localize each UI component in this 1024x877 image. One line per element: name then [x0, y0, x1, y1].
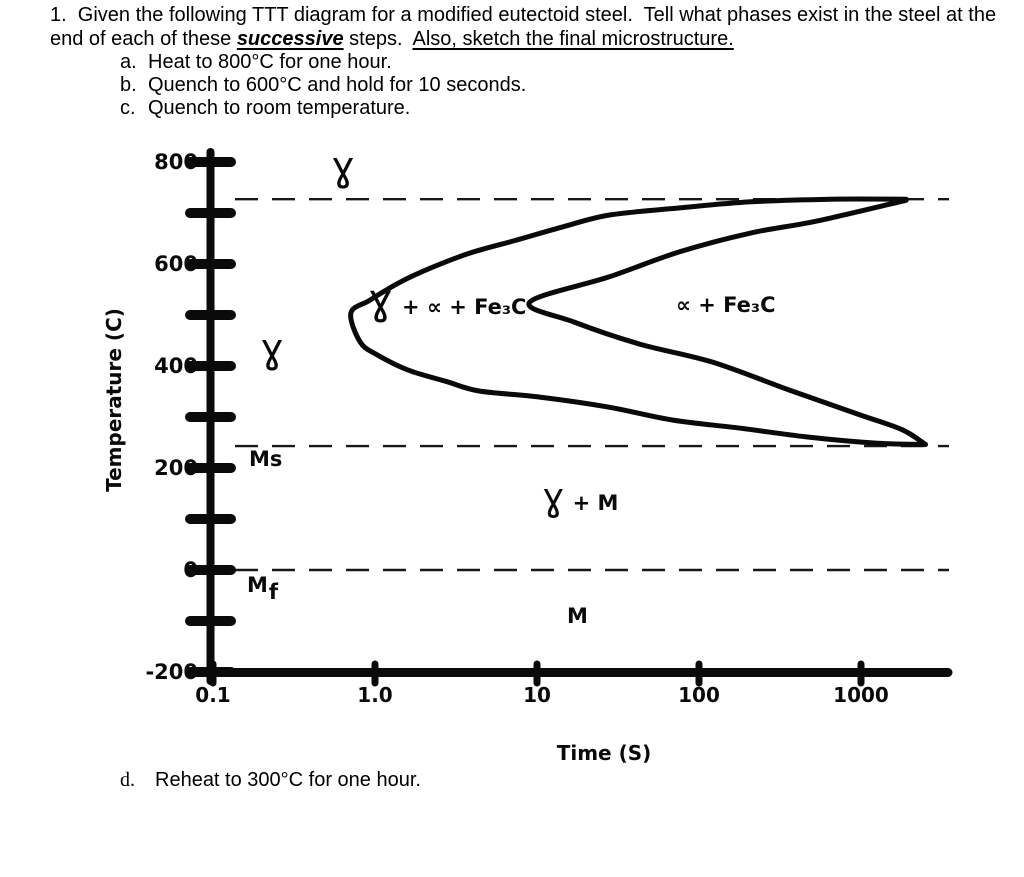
curve-transformation-start	[348, 196, 928, 447]
step-text-c: Quench to room temperature.	[148, 97, 411, 120]
problem-line2-mid: steps.	[343, 27, 413, 50]
ticks-group	[185, 157, 865, 687]
label-austenite-top: ɣ	[331, 144, 355, 190]
x-axis-title: Time (S)	[557, 741, 652, 765]
ttt-curves-group	[348, 196, 928, 447]
problem-statement-line1: 1. Given the following TTT diagram for a…	[50, 4, 997, 26]
step-text-b: Quench to 600°C and hold for 10 seconds.	[148, 74, 527, 97]
problem-line2-pre: end of each of these	[50, 27, 237, 50]
x-tick-label: 10	[523, 683, 551, 707]
step-text-a: Heat to 800°C for one hour.	[148, 51, 392, 73]
step-list: a. Heat to 800°C for one hour. b. Quench t…	[120, 51, 526, 121]
label-gamma-martensite-text: + M	[573, 491, 619, 515]
gamma-symbol: ɣ	[368, 275, 393, 324]
curve-transformation-finish	[526, 197, 928, 447]
step-item-a: a. Heat to 800°C for one hour.	[120, 51, 526, 74]
label-gamma-alpha-fe3c-region: ɣ + ∝ + Fe₃C	[368, 275, 526, 324]
x-tick-label: 0.1	[195, 683, 230, 707]
y-tick-label: 400	[154, 354, 198, 378]
underline-instruction: Also, sketch the final microstructure.	[412, 27, 734, 50]
step-marker-a: a.	[120, 51, 137, 73]
label-mf-subscript: f	[269, 580, 279, 604]
step-item-b: b. Quench to 600°C and hold for 10 second…	[120, 74, 526, 97]
step-marker-d: d.	[120, 769, 135, 791]
x-tick-label: 1000	[833, 683, 889, 707]
label-gamma-martensite-region: ɣ + M	[542, 475, 618, 519]
label-gamma-alpha-fe3c-text: + ∝ + Fe₃C	[402, 295, 526, 319]
y-tick-label: 800	[154, 150, 198, 174]
step-text-d: Reheat to 300°C for one hour.	[155, 769, 421, 791]
step-marker-c: c.	[120, 97, 136, 120]
y-tick-label: 0	[183, 558, 198, 582]
y-axis-title: Temperature (C)	[102, 308, 126, 492]
x-tick-label: 100	[678, 683, 720, 707]
step-item-c: c. Quench to room temperature.	[120, 97, 526, 120]
label-ms: Ms	[249, 447, 282, 471]
step-marker-b: b.	[120, 74, 137, 97]
gamma-symbol: ɣ	[542, 475, 565, 519]
label-mf-main: M	[247, 573, 268, 597]
label-mf: Mf	[247, 573, 279, 604]
y-tick-label: -200	[145, 660, 198, 684]
label-alpha-fe3c-region: ∝ + Fe₃C	[676, 293, 776, 317]
step-item-d: d. Reheat to 300°C for one hour.	[120, 769, 421, 792]
problem-statement-line2: end of each of these successive steps. A…	[50, 28, 1015, 52]
y-tick-label: 200	[154, 456, 198, 480]
y-tick-label: 600	[154, 252, 198, 276]
label-austenite-left: ɣ	[260, 326, 284, 372]
label-martensite-region: M	[567, 604, 588, 628]
x-tick-label: 1.0	[357, 683, 392, 707]
emphasis-successive: successive	[236, 27, 344, 50]
